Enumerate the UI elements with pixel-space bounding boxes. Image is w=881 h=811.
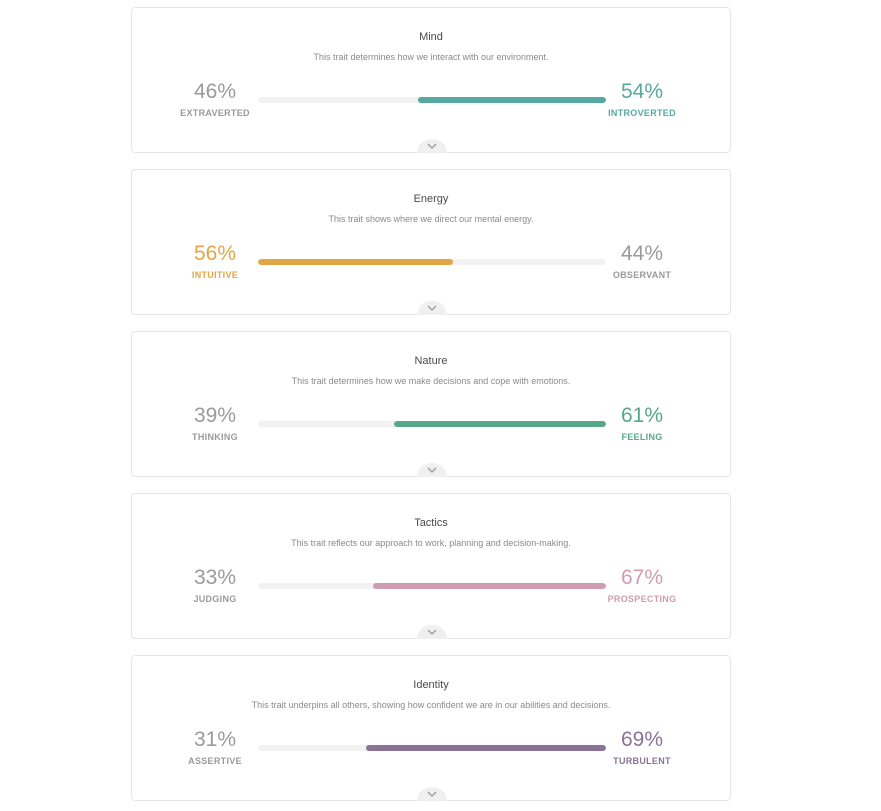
trait-left-side: 56% INTUITIVE [160,240,270,280]
right-percent: 67% [620,566,664,589]
right-label: FEELING [621,432,663,442]
trait-title: Energy [413,193,449,205]
trait-description: This trait shows where we direct our men… [328,214,534,224]
chevron-down-icon [427,629,437,635]
trait-description: This trait reflects our approach to work… [291,538,571,548]
chevron-down-icon [427,305,437,311]
left-percent: 33% [193,566,237,589]
left-percent: 56% [193,242,237,265]
trait-bar [258,745,606,751]
trait-bar-fill [365,745,606,751]
trait-right-side: 61% FEELING [587,402,697,442]
right-label: INTROVERTED [608,108,676,118]
right-label: TURBULENT [613,756,671,766]
trait-bar-fill [393,421,606,427]
expand-toggle[interactable] [417,625,447,639]
trait-bar-fill [372,583,606,589]
right-percent: 44% [620,242,664,265]
right-percent: 69% [620,728,664,751]
trait-bar-fill [258,259,453,265]
trait-cards: Mind This trait determines how we intera… [131,7,731,801]
trait-bar-fill [418,97,606,103]
trait-card-identity: Identity This trait underpins all others… [131,655,731,801]
trait-left-side: 31% ASSERTIVE [160,726,270,766]
trait-left-side: 39% THINKING [160,402,270,442]
left-percent: 39% [193,404,237,427]
right-label: OBSERVANT [612,270,672,280]
trait-right-side: 44% OBSERVANT [587,240,697,280]
trait-title: Tactics [414,517,448,529]
trait-description: This trait determines how we make decisi… [291,376,571,386]
expand-toggle[interactable] [417,301,447,315]
left-label: INTUITIVE [191,270,239,280]
trait-right-side: 54% INTROVERTED [587,78,697,118]
trait-title: Nature [414,355,448,367]
trait-bar [258,259,606,265]
left-percent: 31% [193,728,237,751]
left-label: EXTRAVERTED [180,108,250,118]
right-percent: 61% [620,404,664,427]
left-label: JUDGING [193,594,237,604]
trait-card-tactics: Tactics This trait reflects our approach… [131,493,731,639]
trait-left-side: 46% EXTRAVERTED [160,78,270,118]
left-label: ASSERTIVE [188,756,242,766]
trait-description: This trait determines how we interact wi… [313,52,549,62]
trait-title: Identity [413,679,449,691]
expand-toggle[interactable] [417,787,447,801]
chevron-down-icon [427,467,437,473]
trait-bar [258,583,606,589]
trait-title: Mind [419,31,443,43]
trait-right-side: 67% PROSPECTING [587,564,697,604]
trait-card-nature: Nature This trait determines how we make… [131,331,731,477]
trait-left-side: 33% JUDGING [160,564,270,604]
expand-toggle[interactable] [417,463,447,477]
left-percent: 46% [193,80,237,103]
chevron-down-icon [427,143,437,149]
trait-bar [258,421,606,427]
expand-toggle[interactable] [417,139,447,153]
chevron-down-icon [427,791,437,797]
trait-description: This trait underpins all others, showing… [251,700,611,710]
left-label: THINKING [192,432,238,442]
trait-card-energy: Energy This trait shows where we direct … [131,169,731,315]
right-label: PROSPECTING [607,594,677,604]
trait-right-side: 69% TURBULENT [587,726,697,766]
trait-bar [258,97,606,103]
right-percent: 54% [620,80,664,103]
trait-card-mind: Mind This trait determines how we intera… [131,7,731,153]
